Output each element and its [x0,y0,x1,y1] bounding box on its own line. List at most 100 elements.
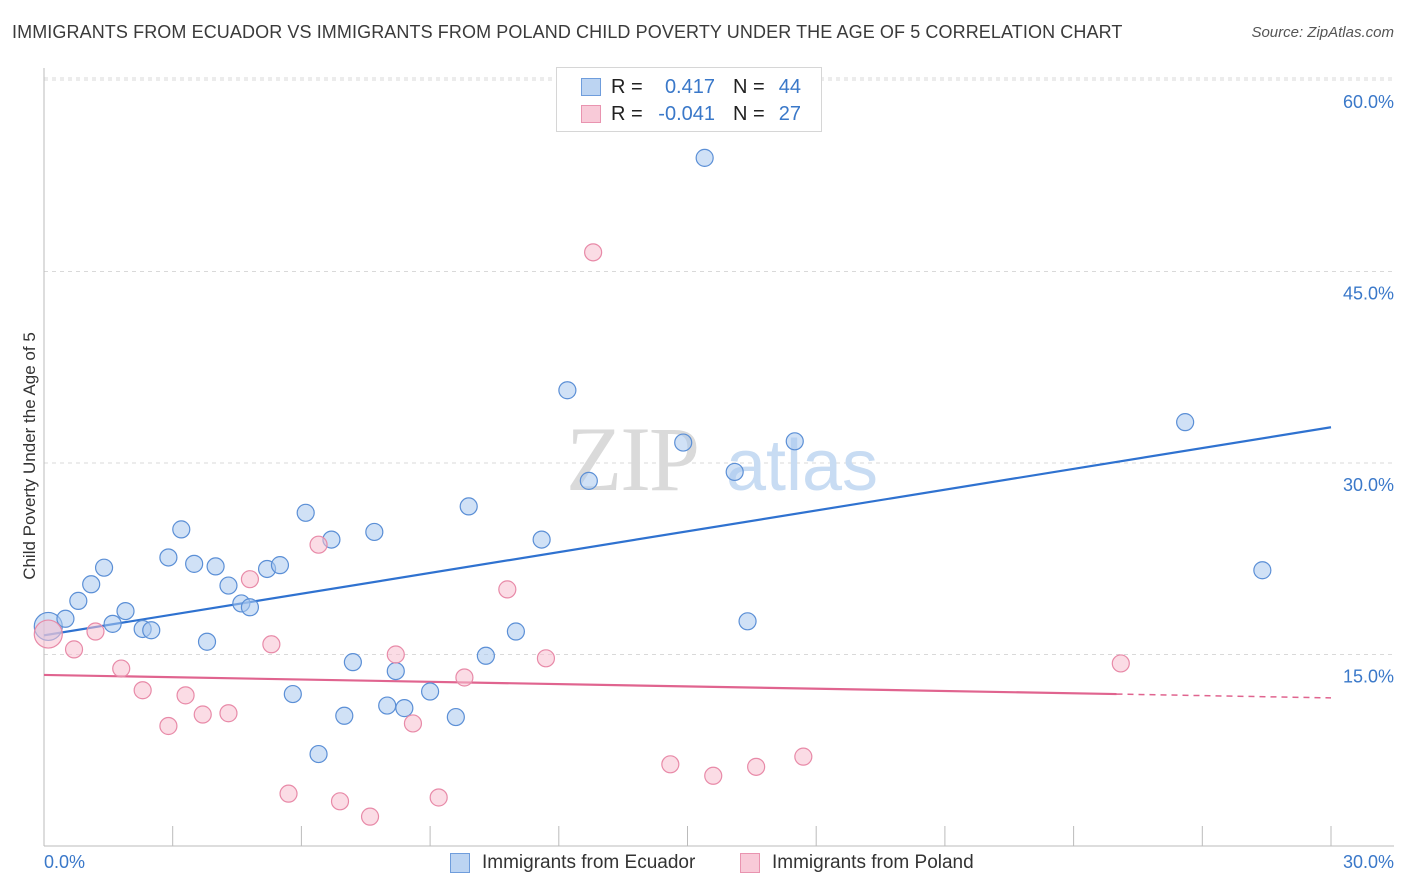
trend-line-ecuador [43,426,1332,637]
point-ecuador [142,621,161,640]
point-ecuador [116,601,135,621]
legend-swatch-poland [581,105,601,123]
point-poland [279,784,298,803]
point-ecuador [270,556,290,575]
legend-r-value: 0.417 [664,75,715,98]
point-ecuador [172,520,191,539]
y-tick-label: 15.0% [1343,667,1394,687]
point-ecuador [103,614,122,633]
point-ecuador [335,706,354,725]
trend-lines [43,426,1332,699]
legend-n-value: 27 [778,102,801,125]
point-ecuador [69,591,88,610]
point-poland [360,807,380,826]
point-ecuador [197,632,217,651]
point-poland [159,716,178,736]
point-ecuador [446,707,465,727]
point-poland [64,640,84,659]
data-points [33,148,1272,826]
legend-r-label: R = [611,75,643,98]
point-poland [403,714,423,733]
axes [43,68,1394,847]
point-poland [386,645,405,664]
point-poland [584,243,603,262]
point-ecuador [738,612,757,631]
legend-r-label: R = [611,102,643,125]
point-poland [747,757,766,776]
point-ecuador [386,661,405,681]
point-poland [309,535,328,554]
point-ecuador [343,653,362,672]
point-ecuador [459,497,478,516]
bottom-legend-label-ecuador: Immigrants from Ecuador [482,852,696,873]
point-ecuador [219,576,238,595]
point-ecuador [82,575,101,594]
trend-line-poland-extrapolated [1116,693,1332,699]
bottom-legend-poland: Immigrants from Poland [740,852,974,874]
x-tick-label-max: 30.0% [1342,852,1394,872]
point-ecuador [206,557,225,576]
point-poland [536,649,556,668]
point-poland [794,747,813,766]
point-poland [429,788,448,807]
legend-row-ecuador: R = 0.417 N = 44 [581,75,801,99]
point-ecuador [785,432,804,451]
point-ecuador [365,522,384,542]
point-poland [661,755,680,774]
point-poland [133,681,152,700]
x-tick-label-min: 0.0% [44,852,86,872]
point-poland [193,705,212,724]
point-ecuador [579,471,598,490]
point-ecuador [421,682,440,701]
y-axis-label: Child Poverty Under the Age of 5 [20,332,39,580]
source-credit: Source: ZipAtlas.com [1251,24,1394,41]
bottom-legend-ecuador: Immigrants from Ecuador [450,852,695,874]
point-ecuador [296,503,315,522]
point-ecuador [558,381,577,400]
point-ecuador [94,558,114,577]
point-ecuador [476,646,495,665]
gridlines [44,77,1394,655]
point-poland [330,792,350,811]
trend-line-poland [43,673,1117,696]
point-poland [455,668,474,687]
point-poland [33,619,63,649]
y-tick-label: 60.0% [1343,92,1394,112]
point-poland [1111,654,1130,673]
point-poland [112,659,131,678]
point-ecuador [695,148,714,167]
point-ecuador [185,554,204,573]
y-tick-label: 30.0% [1343,475,1394,495]
point-ecuador [506,622,526,641]
point-poland [219,704,238,723]
watermark-zip: ZIP [566,408,698,510]
point-poland [176,686,195,705]
legend-swatch-ecuador [581,78,601,96]
point-ecuador [1176,413,1195,432]
bottom-legend-label-poland: Immigrants from Poland [772,852,974,873]
watermark: ZIP atlas [566,408,878,510]
legend-n-label: N = [733,75,765,98]
point-ecuador [395,699,414,718]
point-ecuador [159,548,178,567]
point-poland [240,570,260,589]
point-ecuador [725,462,744,482]
bottom-legend-swatch-ecuador [450,853,470,873]
point-ecuador [283,684,302,704]
point-ecuador [1253,561,1272,580]
point-ecuador [56,609,75,628]
chart-title: IMMIGRANTS FROM ECUADOR VS IMMIGRANTS FR… [12,22,1123,42]
legend-row-poland: R = -0.041 N = 27 [581,102,801,126]
point-ecuador [378,696,397,715]
point-ecuador [309,744,328,764]
legend-n-value: 44 [778,75,801,98]
y-tick-label: 45.0% [1343,284,1394,304]
point-ecuador [240,598,260,617]
bottom-legend-swatch-poland [740,853,760,873]
point-poland [262,635,281,654]
point-ecuador [532,530,551,549]
point-poland [498,580,517,599]
legend-r-value: -0.041 [658,102,715,125]
point-poland [704,766,723,785]
